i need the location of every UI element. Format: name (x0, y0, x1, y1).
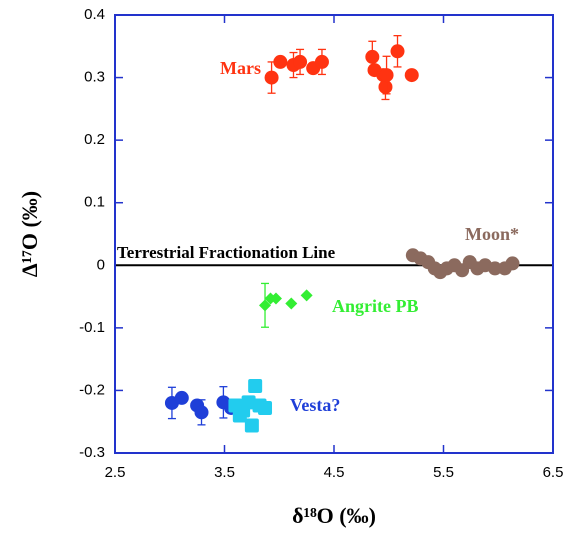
y-tick-label: 0.3 (84, 69, 105, 86)
y-tick-label: -0.1 (79, 319, 105, 336)
y-axis-title: Δ¹⁷O (‰) (17, 191, 42, 277)
x-tick-label: 4.5 (324, 464, 345, 481)
point (259, 299, 272, 312)
point (300, 289, 313, 302)
point (390, 44, 405, 59)
y-tick-label: 0.2 (84, 131, 105, 148)
point (365, 49, 380, 64)
point (314, 54, 329, 69)
point (404, 68, 419, 83)
reference-line-label: Terrestrial Fractionation Line (117, 243, 336, 262)
point (293, 54, 308, 69)
point (379, 68, 394, 83)
point (248, 379, 263, 394)
point (505, 256, 520, 271)
point (264, 70, 279, 85)
x-axis-title: δ¹⁸O (‰) (292, 503, 376, 528)
y-tick-label: -0.3 (79, 444, 105, 461)
point (244, 418, 259, 433)
series-label: Mars (220, 58, 261, 78)
y-tick-label: -0.2 (79, 381, 105, 398)
y-tick-label: 0 (97, 256, 105, 273)
point (232, 408, 247, 423)
point (273, 54, 288, 69)
point (285, 297, 298, 310)
y-tick-label: 0.1 (84, 194, 105, 211)
x-tick-label: 2.5 (105, 464, 126, 481)
series-label: Moon* (465, 224, 519, 244)
x-tick-label: 3.5 (214, 464, 235, 481)
point (269, 292, 282, 305)
point (194, 405, 209, 420)
point (487, 261, 502, 276)
point (378, 79, 393, 94)
point (258, 400, 273, 415)
series-label: Vesta? (290, 395, 340, 415)
x-tick-label: 6.5 (543, 464, 564, 481)
point (241, 395, 256, 410)
y-tick-label: 0.4 (84, 6, 105, 23)
point (174, 390, 189, 405)
x-tick-label: 5.5 (433, 464, 454, 481)
series-label: Angrite PB (332, 296, 418, 316)
plot-frame (114, 14, 554, 454)
